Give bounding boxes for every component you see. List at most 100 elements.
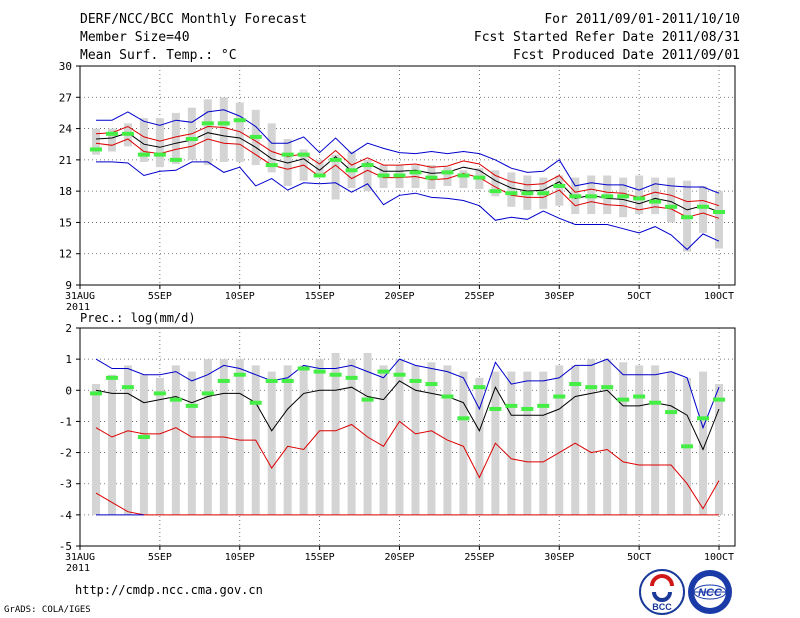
observed-marker bbox=[473, 385, 486, 390]
ensemble-box bbox=[347, 359, 356, 515]
observed-marker bbox=[297, 152, 310, 157]
ensemble-box bbox=[171, 365, 180, 515]
y-tick-label: 0 bbox=[65, 384, 72, 397]
observed-marker bbox=[537, 403, 550, 408]
ensemble-box bbox=[139, 374, 148, 515]
observed-marker bbox=[585, 385, 598, 390]
ensemble-box bbox=[475, 377, 484, 515]
y-tick-label: -5 bbox=[59, 540, 72, 553]
ensemble-box bbox=[331, 352, 340, 515]
observed-marker bbox=[185, 403, 198, 408]
observed-marker bbox=[601, 194, 614, 199]
ensemble-box bbox=[651, 177, 660, 215]
source-url[interactable]: http://cmdp.ncc.cma.gov.cn bbox=[75, 583, 263, 597]
observed-marker bbox=[457, 173, 470, 178]
ensemble-box bbox=[603, 359, 612, 515]
max-line-precipitation bbox=[95, 358, 720, 430]
lower-line bbox=[95, 138, 720, 219]
min-line-temperature bbox=[96, 161, 720, 251]
observed-marker bbox=[233, 118, 246, 123]
observed-marker bbox=[585, 194, 598, 199]
ensemble-box bbox=[411, 365, 420, 515]
x-tick-label: 15SEP bbox=[305, 552, 335, 563]
y-tick-label: -2 bbox=[59, 447, 72, 460]
x-tick-label: 30SEP bbox=[544, 552, 574, 563]
y-tick-label: 12 bbox=[59, 248, 72, 261]
ensemble-box bbox=[91, 128, 100, 155]
ensemble-box bbox=[635, 365, 644, 515]
observed-marker bbox=[233, 372, 246, 377]
ensemble-box bbox=[235, 359, 244, 515]
y-tick-label: 9 bbox=[65, 279, 72, 292]
ensemble-box bbox=[155, 118, 164, 168]
ensemble-box bbox=[363, 159, 372, 192]
observed-marker bbox=[329, 372, 342, 377]
x-tick-label: 20SEP bbox=[384, 552, 414, 563]
observed-marker bbox=[89, 147, 102, 152]
x-tick-label: 10OCT bbox=[704, 291, 734, 302]
x-tick-label: 5SEP bbox=[148, 552, 172, 563]
observed-marker bbox=[505, 191, 518, 196]
x-tick-label: 5OCT bbox=[627, 291, 651, 302]
plot-frame-precipitation bbox=[79, 327, 736, 547]
ensemble-box bbox=[699, 185, 708, 233]
observed-marker bbox=[553, 394, 566, 399]
ensemble-box bbox=[363, 352, 372, 515]
ncc-logo: NCC bbox=[688, 570, 732, 614]
observed-marker bbox=[665, 204, 678, 209]
observed-marker bbox=[633, 394, 646, 399]
observed-marker bbox=[441, 170, 454, 175]
y-tick-label: 30 bbox=[59, 60, 72, 73]
y-tick-label: 27 bbox=[59, 91, 72, 104]
observed-marker bbox=[489, 189, 502, 194]
observed-marker bbox=[105, 375, 118, 380]
lowest-line-precip bbox=[95, 492, 719, 516]
observed-marker bbox=[281, 378, 294, 383]
ensemble-box bbox=[491, 170, 500, 197]
observed-marker bbox=[617, 194, 630, 199]
observed-marker bbox=[713, 210, 726, 214]
observed-marker bbox=[393, 173, 406, 178]
observed-marker bbox=[169, 397, 182, 402]
observed-marker bbox=[601, 385, 614, 390]
observed-marker bbox=[697, 204, 710, 209]
ensemble-box bbox=[379, 365, 388, 515]
ensemble-box bbox=[283, 365, 292, 515]
observed-marker bbox=[649, 199, 662, 204]
x-tick-label: 10SEP bbox=[225, 291, 255, 302]
start-date: Fcst Started Refer Date 2011/08/31 bbox=[473, 30, 740, 45]
ensemble-box bbox=[539, 371, 548, 515]
ensemble-box bbox=[571, 365, 580, 515]
ensemble-box bbox=[107, 128, 116, 152]
mean-line-precip bbox=[95, 380, 720, 451]
y-tick-label: 15 bbox=[59, 216, 72, 229]
observed-marker bbox=[521, 406, 534, 411]
ensemble-box bbox=[523, 371, 532, 515]
observed-marker bbox=[265, 378, 278, 383]
observed-marker bbox=[521, 191, 534, 196]
ensemble-box bbox=[155, 377, 164, 515]
observed-marker bbox=[457, 416, 470, 421]
x-tick-label: 5OCT bbox=[627, 552, 651, 563]
observed-marker bbox=[633, 196, 646, 201]
observed-marker bbox=[537, 191, 550, 196]
observed-marker bbox=[409, 378, 422, 383]
observed-marker bbox=[569, 382, 582, 387]
observed-marker bbox=[441, 394, 454, 399]
ensemble-box bbox=[315, 159, 324, 176]
observed-marker bbox=[121, 131, 134, 136]
observed-marker bbox=[121, 385, 134, 390]
observed-marker bbox=[153, 391, 166, 396]
observed-marker bbox=[249, 134, 262, 139]
member-size: Member Size=40 bbox=[80, 30, 190, 45]
observed-marker bbox=[313, 173, 326, 178]
ensemble-box bbox=[139, 118, 148, 162]
ensemble-box bbox=[219, 97, 228, 162]
x-tick-sublabel: 2011 bbox=[66, 563, 90, 574]
observed-marker bbox=[137, 435, 150, 439]
mean-line bbox=[95, 132, 720, 213]
ensemble-box bbox=[459, 371, 468, 515]
observed-marker bbox=[425, 175, 438, 180]
ensemble-box bbox=[123, 365, 132, 515]
y-tick-label: -1 bbox=[59, 415, 72, 428]
